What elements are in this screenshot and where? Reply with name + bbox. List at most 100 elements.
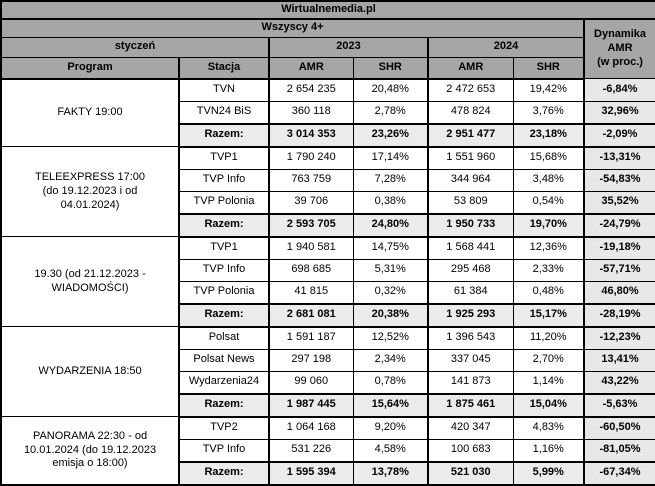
table-row: TVP Polonia 39 706 0,38% 53 809 0,54% 35,52%: [1, 190, 655, 215]
station-cell: Razem:: [178, 302, 270, 328]
shr_2024-cell: 23,18%: [512, 122, 585, 148]
table-row: TVP Info 698 685 5,31% 295 468 2,33% -57,71%: [1, 258, 655, 282]
shr_2024-cell: 1,14%: [512, 370, 585, 395]
station-cell: Razem:: [178, 392, 270, 418]
shr_2023-cell: 9,20%: [352, 416, 429, 440]
period-year-row: styczeń 2023 2024: [0, 36, 655, 58]
amr_2023-cell: 360 118: [268, 100, 354, 125]
shr_2024-cell: 19,42%: [512, 78, 585, 102]
dynamics-cell: 46,80%: [582, 280, 655, 305]
col-header-amr-2023: AMR: [268, 56, 354, 80]
dynamics-cell: -60,50%: [582, 416, 655, 440]
amr_2023-cell: 3 014 353: [268, 122, 354, 148]
amr_2023-cell: 763 759: [268, 168, 354, 192]
col-header-shr-2024: SHR: [512, 56, 585, 80]
table-header: Wirtualnemedia.pl Wszyscy 4+ Dynamika AM…: [0, 0, 655, 80]
program-cell: TELEEXPRESS 17:00 (do 19.12.2023 i od 04…: [0, 146, 180, 238]
station-cell: TVP Polonia: [178, 190, 270, 215]
amr_2024-cell: 1 875 461: [427, 392, 514, 418]
amr_2024-cell: 337 045: [427, 348, 514, 372]
amr_2023-cell: 2 654 235: [268, 78, 354, 102]
station-cell: Razem:: [178, 122, 270, 148]
amr_2023-cell: 2 593 705: [268, 212, 354, 238]
col-header-amr-2024: AMR: [427, 56, 514, 80]
amr_2024-cell: 478 824: [427, 100, 514, 125]
amr_2023-cell: 698 685: [268, 258, 354, 282]
station-cell: TVP1: [178, 146, 270, 170]
dynamics-cell: -5,63%: [582, 392, 655, 418]
shr_2024-cell: 0,54%: [512, 190, 585, 215]
amr_2024-cell: 100 683: [427, 438, 514, 463]
col-header-program: Program: [0, 56, 180, 80]
amr_2023-cell: 1 940 581: [268, 236, 354, 260]
shr_2023-cell: 0,38%: [352, 190, 429, 215]
shr_2023-cell: 0,78%: [352, 370, 429, 395]
total-row: Razem: 2 593 705 24,80% 1 950 733 19,70% -24,…: [1, 212, 655, 238]
program-cell: WYDARZENIA 18:50: [0, 326, 180, 418]
shr_2024-cell: 1,16%: [512, 438, 585, 463]
dynamics-cell: -67,34%: [582, 460, 655, 486]
shr_2023-cell: 2,34%: [352, 348, 429, 372]
year-2023-label: 2023: [268, 36, 429, 58]
shr_2024-cell: 11,20%: [512, 326, 585, 350]
amr_2024-cell: 1 568 441: [427, 236, 514, 260]
shr_2023-cell: 23,26%: [352, 122, 429, 148]
shr_2023-cell: 13,78%: [352, 460, 429, 486]
station-cell: Polsat News: [178, 348, 270, 372]
dynamics-cell: -81,05%: [582, 438, 655, 463]
shr_2024-cell: 2,33%: [512, 258, 585, 282]
shr_2023-cell: 17,14%: [352, 146, 429, 170]
amr_2023-cell: 39 706: [268, 190, 354, 215]
amr_2024-cell: 2 472 653: [427, 78, 514, 102]
dynamics-cell: 13,41%: [582, 348, 655, 372]
table-row: TVP Info 763 759 7,28% 344 964 3,48% -54,83%: [1, 168, 655, 192]
station-cell: TVN: [178, 78, 270, 102]
total-row: Razem: 2 681 081 20,38% 1 925 293 15,17% -28,…: [1, 302, 655, 328]
shr_2023-cell: 0,32%: [352, 280, 429, 305]
col-header-shr-2023: SHR: [352, 56, 429, 80]
audience-label: Wszyscy 4+: [0, 18, 585, 38]
shr_2023-cell: 2,78%: [352, 100, 429, 125]
dynamics-cell: 43,22%: [582, 370, 655, 395]
shr_2024-cell: 19,70%: [512, 212, 585, 238]
table-title: Wirtualnemedia.pl: [0, 0, 655, 20]
shr_2024-cell: 4,83%: [512, 416, 585, 440]
month-label: styczeń: [0, 36, 270, 58]
shr_2024-cell: 15,68%: [512, 146, 585, 170]
dynamics-cell: -13,31%: [582, 146, 655, 170]
dynamics-cell: -28,19%: [582, 302, 655, 328]
title-row: Wirtualnemedia.pl: [0, 0, 655, 20]
station-cell: TVP Info: [178, 258, 270, 282]
total-row: Razem: 3 014 353 23,26% 2 951 477 23,18% -2,0…: [1, 122, 655, 148]
station-cell: Razem:: [178, 212, 270, 238]
shr_2023-cell: 7,28%: [352, 168, 429, 192]
program-cell: 19.30 (od 21.12.2023 - WIADOMOŚCI): [0, 236, 180, 328]
dynamics-header: Dynamika AMR (w proc.): [582, 18, 655, 80]
station-cell: Polsat: [178, 326, 270, 350]
amr_2023-cell: 1 790 240: [268, 146, 354, 170]
dynamics-cell: -24,79%: [582, 212, 655, 238]
program-cell: FAKTY 19:00: [0, 78, 180, 148]
audience-row: Wszyscy 4+ Dynamika AMR (w proc.): [0, 18, 655, 80]
dynamics-cell: -19,18%: [582, 236, 655, 260]
dynamics-cell: -57,71%: [582, 258, 655, 282]
table-row: Polsat News 297 198 2,34% 337 045 2,70% 13,41…: [1, 348, 655, 372]
program-cell: PANORAMA 22:30 - od 10.01.2024 (do 19.12…: [0, 416, 180, 486]
dynamics-cell: 35,52%: [582, 190, 655, 215]
table-row: TELEEXPRESS 17:00 (do 19.12.2023 i od 04…: [0, 146, 655, 238]
shr_2023-cell: 24,80%: [352, 212, 429, 238]
station-cell: TVN24 BiS: [178, 100, 270, 125]
amr_2023-cell: 1 987 445: [268, 392, 354, 418]
table-row: TVP Polonia 41 815 0,32% 61 384 0,48% 46,80%: [1, 280, 655, 305]
shr_2023-cell: 4,58%: [352, 438, 429, 463]
col-header-station: Stacja: [178, 56, 270, 80]
amr_2023-cell: 297 198: [268, 348, 354, 372]
amr_2024-cell: 521 030: [427, 460, 514, 486]
station-cell: TVP1: [178, 236, 270, 260]
amr_2024-cell: 61 384: [427, 280, 514, 305]
dynamics-cell: -2,09%: [582, 122, 655, 148]
station-cell: Razem:: [178, 460, 270, 486]
shr_2024-cell: 12,36%: [512, 236, 585, 260]
amr_2024-cell: 2 951 477: [427, 122, 514, 148]
